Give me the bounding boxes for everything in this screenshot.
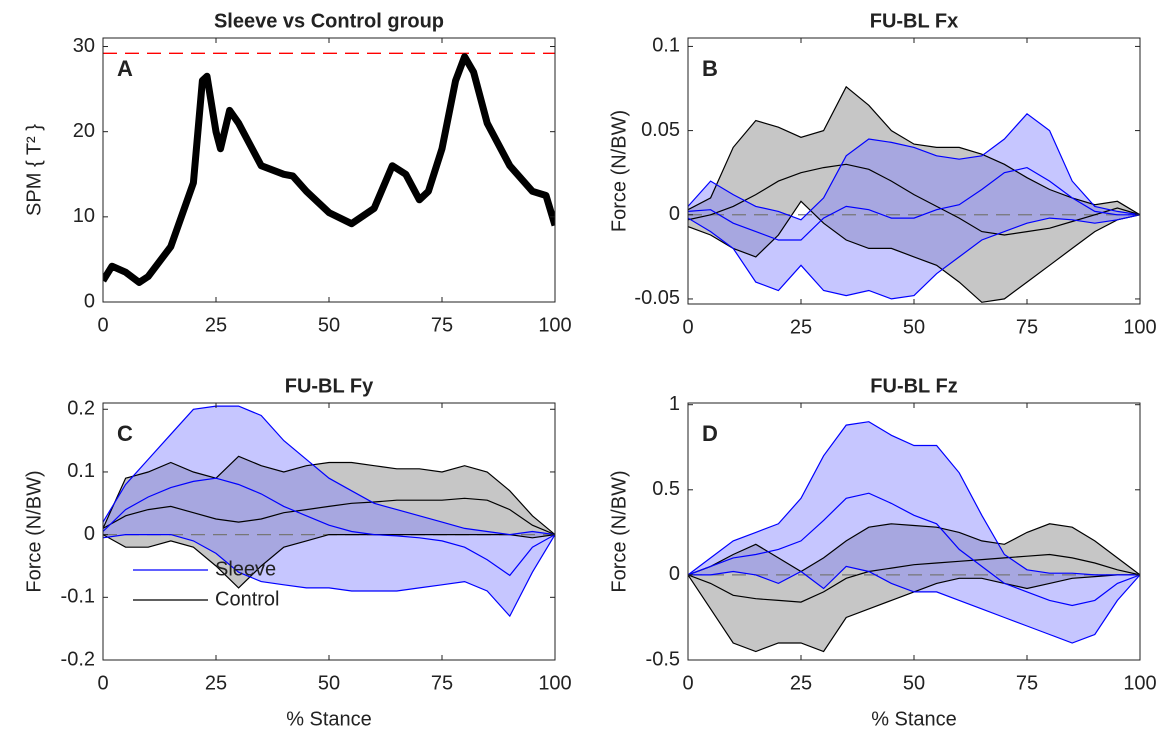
x-tick-label: 75 <box>431 672 453 694</box>
panel-label: C <box>117 421 133 446</box>
x-tick-label: 75 <box>1016 316 1038 338</box>
chart-title: FU-BL Fx <box>870 10 959 32</box>
x-tick-label: 100 <box>1123 316 1156 338</box>
line <box>103 53 555 286</box>
panel-label: B <box>702 56 718 81</box>
chart-title: FU-BL Fz <box>870 375 957 397</box>
x-axis-label: % Stance <box>871 708 957 730</box>
plot-area <box>688 85 1140 303</box>
chart-title: FU-BL Fy <box>285 375 374 397</box>
x-tick-label: 25 <box>790 316 812 338</box>
x-tick-label: 0 <box>682 316 693 338</box>
bound-line <box>103 405 555 536</box>
x-tick-label: 50 <box>318 314 340 336</box>
mean-line <box>103 477 555 577</box>
y-axis-label: Force (N/BW) <box>23 470 45 592</box>
y-tick-label: 0.05 <box>641 119 680 141</box>
x-tick-label: 25 <box>790 672 812 694</box>
y-tick-label: 30 <box>73 35 95 57</box>
bound-line <box>688 112 1140 221</box>
y-tick-label: 0 <box>669 563 680 585</box>
bound-line <box>103 534 555 589</box>
y-tick-label: 1 <box>669 393 680 415</box>
y-tick-label: 0.1 <box>67 460 95 482</box>
band <box>103 406 555 617</box>
bound-line <box>103 534 555 618</box>
mean-line <box>688 166 1140 241</box>
band <box>103 456 555 588</box>
x-tick-label: 0 <box>97 314 108 336</box>
x-tick-label: 75 <box>431 314 453 336</box>
x-tick-label: 50 <box>903 672 925 694</box>
x-tick-label: 25 <box>205 672 227 694</box>
x-tick-label: 100 <box>1123 672 1156 694</box>
band <box>688 113 1140 299</box>
mean-line <box>688 553 1140 603</box>
plot-area <box>103 405 555 618</box>
plot-area <box>103 52 555 286</box>
y-tick-label: 10 <box>73 205 95 227</box>
y-tick-label: 0 <box>669 203 680 225</box>
y-tick-label: -0.05 <box>634 287 680 309</box>
chart-title: Sleeve vs Control group <box>214 10 444 32</box>
y-tick-label: 20 <box>73 120 95 142</box>
bound-line <box>688 565 1140 644</box>
x-tick-label: 75 <box>1016 672 1038 694</box>
mean-line <box>103 497 555 536</box>
y-tick-label: 0 <box>84 523 95 545</box>
band <box>688 421 1140 643</box>
plot-area <box>688 421 1140 653</box>
panel: 0 25 50 75 100 -0.2 -0.1 0 0.1 0.2 FU-BL Fy C Force … <box>23 375 571 730</box>
bound-line <box>688 200 1140 303</box>
mean-line <box>688 163 1140 236</box>
legend-label: Control <box>215 588 279 610</box>
x-tick-label: 0 <box>682 672 693 694</box>
bound-line <box>688 85 1140 216</box>
y-tick-label: 0.1 <box>652 35 680 57</box>
y-axis-label: SPM { T² } <box>23 124 45 216</box>
y-tick-label: -0.2 <box>61 648 95 670</box>
y-axis-label: Force (N/BW) <box>608 110 630 232</box>
bound-line <box>103 455 555 536</box>
x-tick-label: 100 <box>538 672 571 694</box>
y-tick-label: 0.2 <box>67 398 95 420</box>
panel-label: A <box>117 56 133 81</box>
y-tick-label: -0.1 <box>61 586 95 608</box>
panel-label: D <box>702 421 718 446</box>
x-tick-label: 50 <box>318 672 340 694</box>
y-tick-label: 0.5 <box>652 478 680 500</box>
y-tick-label: -0.5 <box>646 648 680 670</box>
y-tick-label: 0 <box>84 290 95 312</box>
bound-line <box>688 523 1140 576</box>
bound-line <box>688 421 1140 576</box>
x-tick-label: 50 <box>903 316 925 338</box>
panel: 0 25 50 75 100 0 10 20 30 Sleeve vs Control group… <box>23 10 571 336</box>
mean-line <box>688 492 1140 607</box>
axes-box <box>102 37 556 303</box>
x-axis-label: % Stance <box>286 708 372 730</box>
x-tick-label: 100 <box>538 314 571 336</box>
y-axis-label: Force (N/BW) <box>608 470 630 592</box>
x-tick-label: 0 <box>97 672 108 694</box>
legend-label: Sleeve <box>215 558 276 580</box>
x-tick-label: 25 <box>205 314 227 336</box>
bound-line <box>688 214 1140 300</box>
